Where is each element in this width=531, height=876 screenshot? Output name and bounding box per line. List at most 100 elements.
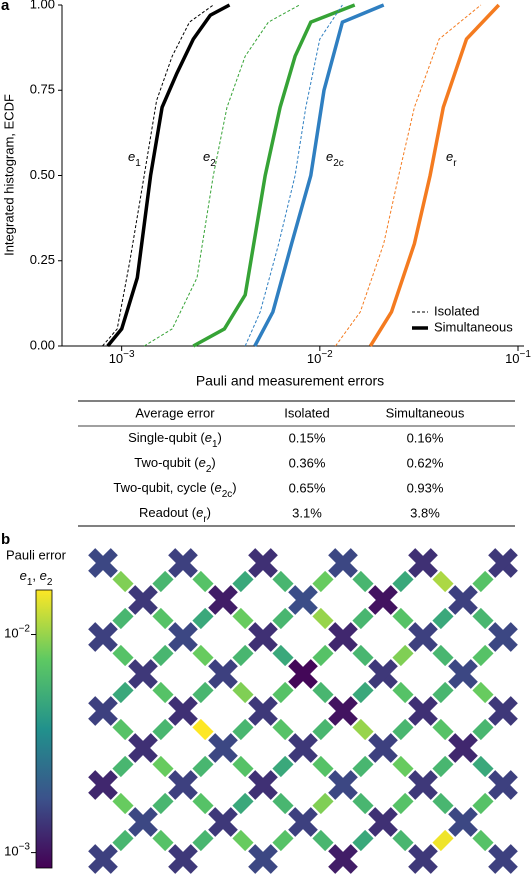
qubit-arm (128, 585, 158, 615)
text-part: 1 (212, 439, 218, 450)
qubit (488, 548, 518, 578)
qubit (448, 733, 478, 763)
coupler (352, 718, 374, 741)
coupler (352, 755, 374, 778)
tick-exponent: −2 (19, 624, 31, 635)
coupler (472, 718, 494, 741)
coupler (272, 681, 294, 704)
coupler (472, 681, 494, 704)
table-cell: 0.62% (407, 455, 444, 470)
coupler (152, 755, 174, 778)
coupler (392, 644, 414, 667)
qubit-arm (128, 659, 158, 689)
qubit-arm (328, 770, 358, 800)
coupler (272, 829, 294, 852)
qubit-arm (288, 585, 318, 615)
coupler (272, 755, 294, 778)
text-part: 2c (222, 489, 233, 500)
qubit (128, 733, 158, 763)
qubit (408, 622, 438, 652)
coupler (192, 718, 214, 741)
tick-base: 10 (109, 351, 123, 366)
coupler (432, 829, 454, 852)
qubit-arm (88, 696, 118, 726)
text-part: ) (218, 430, 222, 445)
qubit (168, 844, 198, 874)
coupler (392, 718, 414, 741)
coupler (192, 570, 214, 593)
qubit-arm (408, 770, 438, 800)
qubit-arm (488, 622, 518, 652)
coupler (312, 681, 334, 704)
text-part: Two-qubit ( (134, 455, 199, 470)
qubit (368, 659, 398, 689)
qubit-arm (448, 733, 478, 763)
coupler (112, 829, 134, 852)
text-part: ) (207, 505, 211, 520)
coupler (392, 681, 414, 704)
coupler (472, 607, 494, 630)
text-part: Two-qubit, cycle ( (113, 480, 215, 495)
coupler (112, 755, 134, 778)
coupler (392, 607, 414, 630)
coupler (352, 829, 374, 852)
qubit-arm (168, 770, 198, 800)
qubit (208, 585, 238, 615)
coupler (112, 792, 134, 815)
coupler (432, 755, 454, 778)
qubit-arm (88, 770, 118, 800)
qubit-arm (288, 659, 318, 689)
coupler (472, 570, 494, 593)
text-part: r (203, 514, 207, 525)
coupler (472, 792, 494, 815)
series-label: er (446, 149, 457, 169)
tick-label: 10−3 (109, 349, 135, 366)
qubit-arm (448, 585, 478, 615)
coupler (112, 681, 134, 704)
coupler (432, 607, 454, 630)
text-part: ) (211, 455, 215, 470)
panel-label: b (1, 531, 10, 548)
qubit-arm (208, 585, 238, 615)
coupler (192, 829, 214, 852)
qubit (368, 807, 398, 837)
coupler (232, 681, 254, 704)
coupler (432, 681, 454, 704)
tick-base: 10 (307, 351, 321, 366)
qubit-arm (248, 696, 278, 726)
coupler (472, 644, 494, 667)
tick-exponent: −1 (520, 349, 531, 360)
qubit (88, 548, 118, 578)
coupler (192, 644, 214, 667)
text-part: , (32, 568, 39, 583)
qubit-arm (368, 585, 398, 615)
coupler (312, 718, 334, 741)
qubit (248, 770, 278, 800)
ecdf-line (253, 3, 385, 347)
table-cell: 0.36% (289, 455, 326, 470)
text-part: 2 (47, 577, 53, 588)
coupler (152, 644, 174, 667)
coupler (272, 718, 294, 741)
qubit (328, 770, 358, 800)
x-axis-label: Pauli and measurement errors (196, 373, 384, 389)
qubit-arm (408, 548, 438, 578)
text-part: 2c (333, 158, 344, 169)
qubit-arm (448, 807, 478, 837)
qubit (168, 770, 198, 800)
y-tick-label: 0.00 (30, 337, 55, 352)
coupler (112, 570, 134, 593)
tick-label: 10−3 (4, 842, 30, 859)
coupler (432, 718, 454, 741)
qubit (368, 585, 398, 615)
qubit-arm (208, 807, 238, 837)
qubit (448, 585, 478, 615)
text-part: 1 (135, 158, 141, 169)
text-part: e (326, 149, 333, 164)
tick-base: 10 (4, 626, 18, 641)
coupler (312, 570, 334, 593)
series-label: e1 (128, 149, 141, 169)
qubit (408, 696, 438, 726)
coupler (112, 718, 134, 741)
qubit-arm (328, 548, 358, 578)
